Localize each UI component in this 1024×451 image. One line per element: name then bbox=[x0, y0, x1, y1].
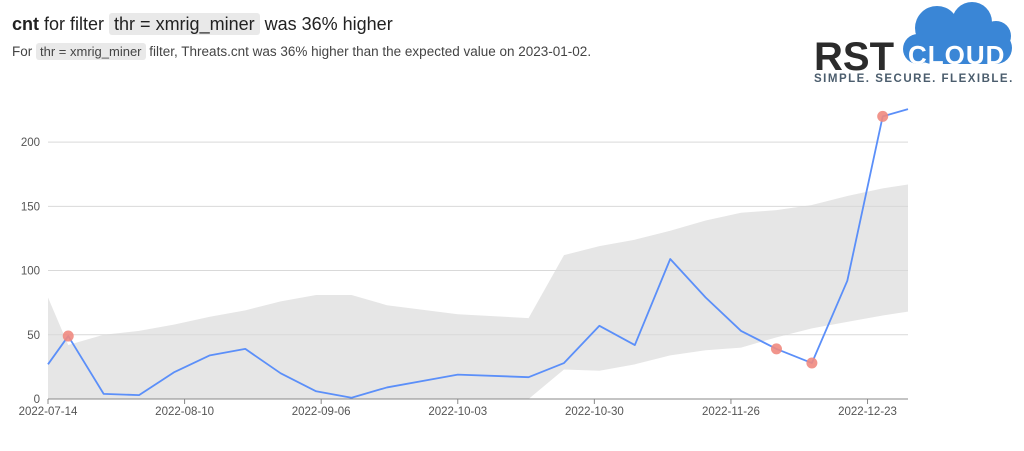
x-tick-label: 2022-11-26 bbox=[702, 406, 760, 418]
logo-tagline: SIMPLE. SECURE. FLEXIBLE. bbox=[814, 73, 1014, 85]
chart-title: cnt for filter thr = xmrig_miner was 36%… bbox=[12, 13, 393, 35]
metric-name: cnt bbox=[12, 14, 39, 34]
logo-word-cloud: CLOUD bbox=[908, 40, 1006, 70]
y-tick-label: 150 bbox=[21, 201, 40, 213]
anomaly-point bbox=[62, 330, 74, 342]
filter-chip: thr = xmrig_miner bbox=[109, 13, 260, 35]
grid-lines: 0 50 100 150 200 bbox=[21, 137, 908, 406]
y-tick-label: 0 bbox=[34, 394, 40, 406]
x-tick-label: 2022-09-06 bbox=[292, 406, 351, 418]
anomaly-point bbox=[877, 110, 889, 122]
axes: 2022-07-14 2022-08-10 2022-09-06 2022-10-03… bbox=[19, 398, 908, 418]
subtitle-suffix: filter, Threats.cnt was 36% higher than … bbox=[149, 44, 592, 59]
expected-band-area bbox=[48, 184, 908, 399]
expected-range-band bbox=[48, 184, 908, 399]
rst-cloud-logo: RST CLOUD SIMPLE. SECURE. FLEXIBLE. bbox=[812, 2, 1018, 88]
anomaly-point bbox=[806, 357, 818, 369]
anomaly-point bbox=[770, 343, 782, 355]
series-polyline bbox=[47, 108, 909, 399]
y-tick-label: 50 bbox=[27, 330, 40, 342]
title-result-text: was 36% higher bbox=[264, 14, 393, 34]
x-tick-label: 2022-08-10 bbox=[155, 406, 214, 418]
cloud-icon bbox=[903, 2, 1012, 64]
x-tick-label: 2022-10-30 bbox=[565, 406, 624, 418]
x-tick-label: 2022-12-23 bbox=[838, 406, 897, 418]
chart-subtitle: For thr = xmrig_miner filter, Threats.cn… bbox=[12, 43, 592, 60]
y-tick-label: 100 bbox=[21, 266, 40, 278]
subtitle-filter-chip: thr = xmrig_miner bbox=[36, 43, 146, 60]
x-tick-label: 2022-10-03 bbox=[428, 406, 487, 418]
title-filter-text: for filter bbox=[44, 14, 105, 34]
subtitle-prefix: For bbox=[12, 44, 33, 59]
x-tick-label: 2022-07-14 bbox=[19, 406, 78, 418]
series-line bbox=[47, 108, 909, 399]
logo-word-rst: RST bbox=[814, 35, 894, 79]
anomaly-markers bbox=[62, 110, 889, 369]
y-tick-label: 200 bbox=[21, 137, 40, 149]
